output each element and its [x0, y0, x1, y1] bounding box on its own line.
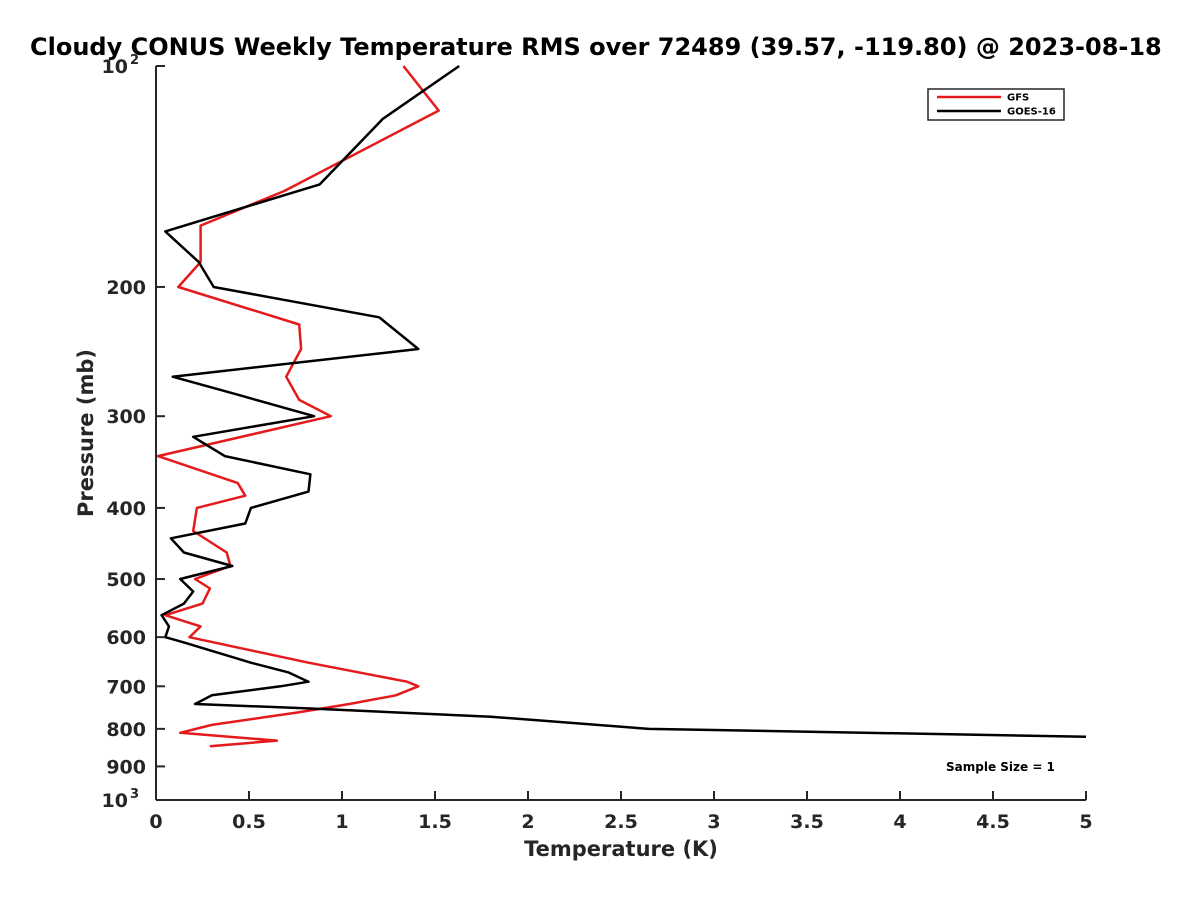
x-tick-label: 3.5 — [790, 811, 824, 833]
legend-label-gfs: GFS — [1007, 93, 1029, 104]
legend-box — [927, 88, 1065, 121]
y-tick-label: 800 — [106, 719, 146, 741]
y-tick-label: 400 — [106, 498, 146, 520]
y-tick-label: 10 — [102, 790, 128, 812]
axes — [155, 66, 1086, 801]
x-tick-label: 5 — [1079, 811, 1092, 833]
y-tick-label: 700 — [106, 676, 146, 698]
legend: GFS GOES-16 — [927, 88, 1065, 121]
chart-title: Cloudy CONUS Weekly Temperature RMS over… — [30, 33, 1162, 61]
x-tick-label: 4.5 — [976, 811, 1010, 833]
series-layer — [156, 64, 1087, 748]
y-tick-label: 300 — [106, 406, 146, 428]
sample-size-annotation: Sample Size = 1 — [946, 760, 1055, 774]
x-tick-label: 4 — [893, 811, 906, 833]
series-line-gfs — [156, 65, 440, 748]
x-ticks: 0 0.5 1 1.5 2 2.5 3 3.5 4 4.5 5 — [149, 791, 1093, 833]
x-tick-label: 0.5 — [232, 811, 266, 833]
x-axis-label: Temperature (K) — [524, 837, 718, 861]
x-tick-label: 1 — [335, 811, 348, 833]
y-tick-label: 600 — [106, 627, 146, 649]
x-tick-label: 2.5 — [604, 811, 638, 833]
x-tick-label: 0 — [149, 811, 162, 833]
y-tick-label: 200 — [106, 277, 146, 299]
y-tick-exponent: 3 — [130, 787, 139, 802]
legend-label-goes16: GOES-16 — [1007, 107, 1056, 118]
y-tick-exponent: 2 — [130, 53, 139, 68]
x-tick-label: 3 — [707, 811, 720, 833]
y-tick-label: 10 — [102, 56, 128, 78]
y-axis-label: Pressure (mb) — [74, 349, 98, 517]
y-tick-label: 500 — [106, 569, 146, 591]
series-line-goes16 — [160, 64, 1087, 738]
x-tick-label: 2 — [521, 811, 534, 833]
x-tick-label: 1.5 — [418, 811, 452, 833]
y-tick-label: 900 — [106, 756, 146, 778]
